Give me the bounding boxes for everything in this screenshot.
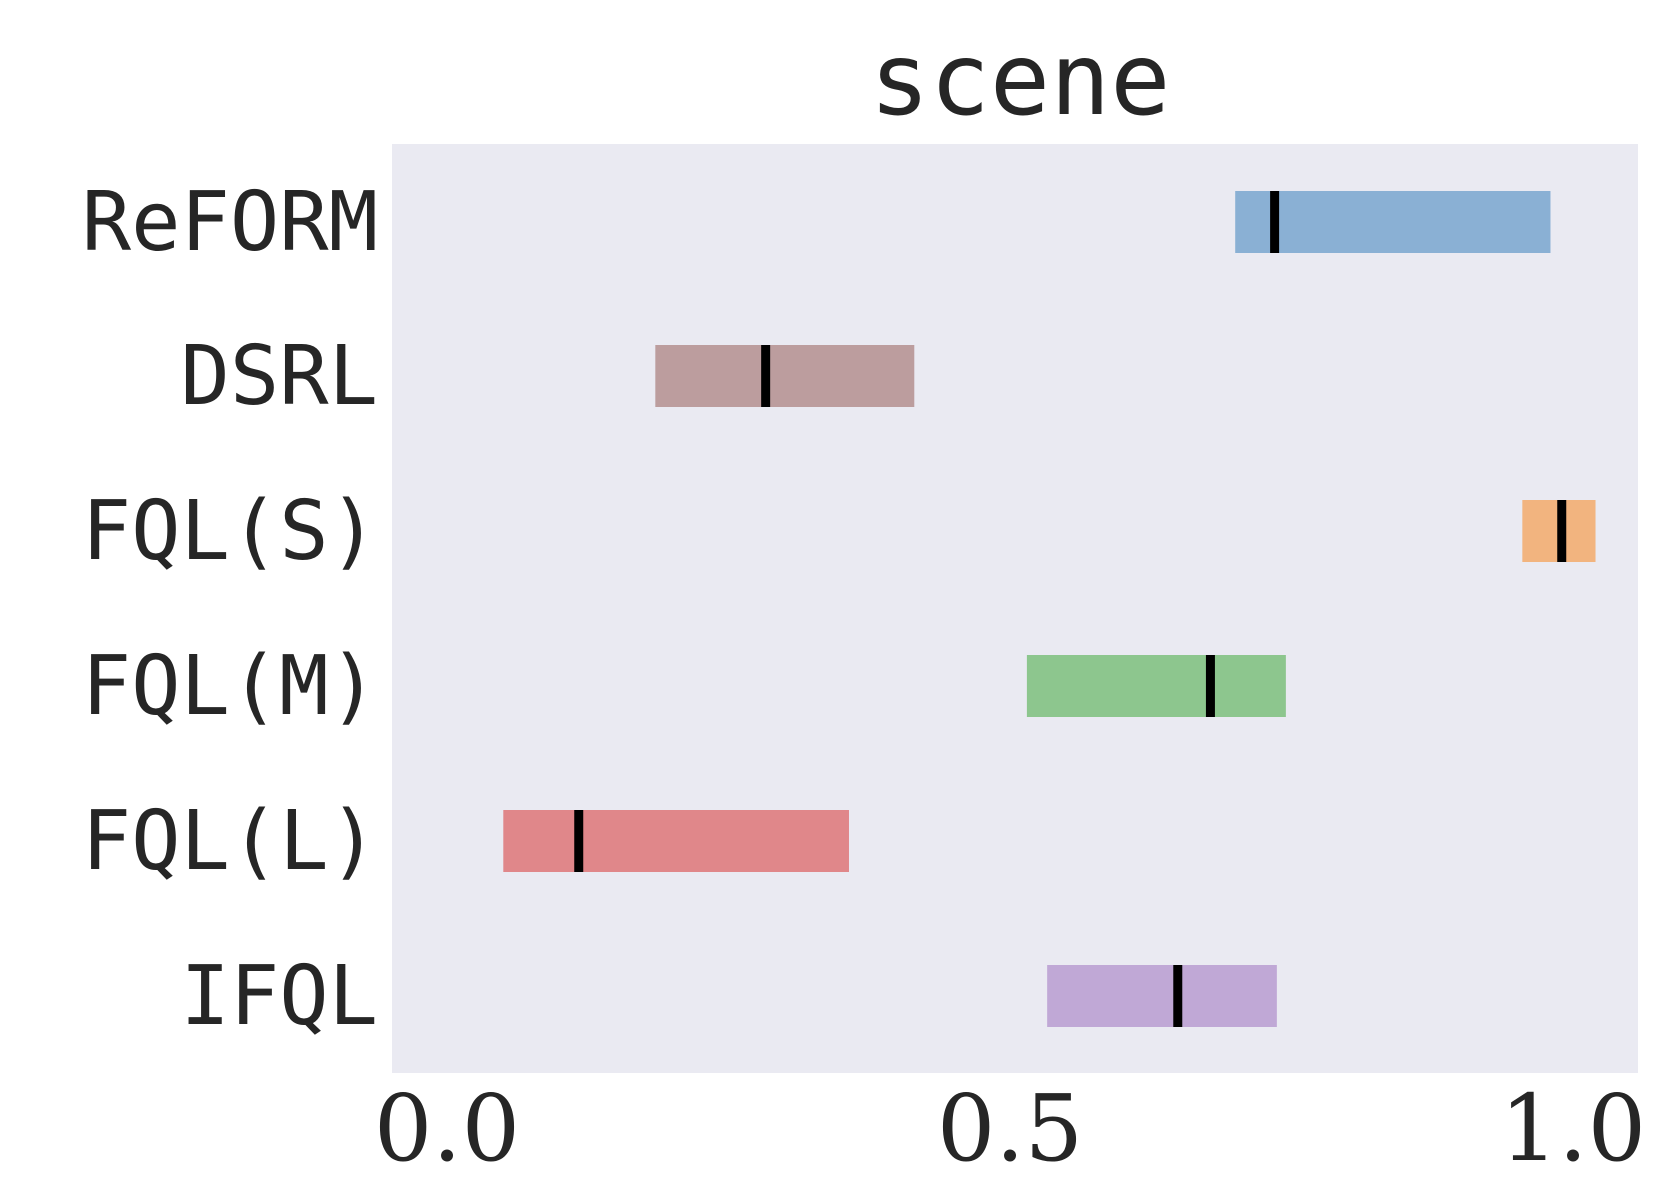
range-bar-ifql: [1047, 965, 1277, 1027]
median-marker-fql-l: [574, 810, 584, 872]
category-label-reform: ReFORM: [82, 175, 378, 270]
bars-group: [503, 191, 1596, 1027]
median-marker-fql-m: [1205, 655, 1215, 717]
median-marker-reform: [1270, 191, 1280, 253]
x-tick-labels: 0.0 0.5 1.0: [374, 1075, 1646, 1182]
range-bar-dsrl: [655, 345, 915, 407]
median-marker-dsrl: [761, 345, 771, 407]
median-marker-ifql: [1173, 965, 1183, 1027]
plot-area: [392, 144, 1638, 1073]
category-label-fql-l: FQL(L): [82, 794, 378, 889]
x-tick-label: 0.0: [374, 1075, 520, 1182]
x-tick-label: 1.0: [1500, 1075, 1646, 1182]
range-bar-reform: [1235, 191, 1551, 253]
x-tick-label: 0.5: [937, 1075, 1083, 1182]
range-bar-fql-l: [503, 810, 849, 872]
category-label-dsrl: DSRL: [181, 329, 378, 424]
median-marker-fql-s: [1557, 500, 1567, 562]
category-label-fql-m: FQL(M): [82, 639, 378, 734]
category-labels: ReFORM DSRL FQL(S) FQL(M) FQL(L) IFQL: [82, 175, 378, 1044]
range-bar-fql-m: [1026, 655, 1286, 717]
category-label-ifql: IFQL: [181, 949, 378, 1044]
category-label-fql-s: FQL(S): [82, 484, 378, 579]
chart-title: scene: [869, 21, 1170, 138]
